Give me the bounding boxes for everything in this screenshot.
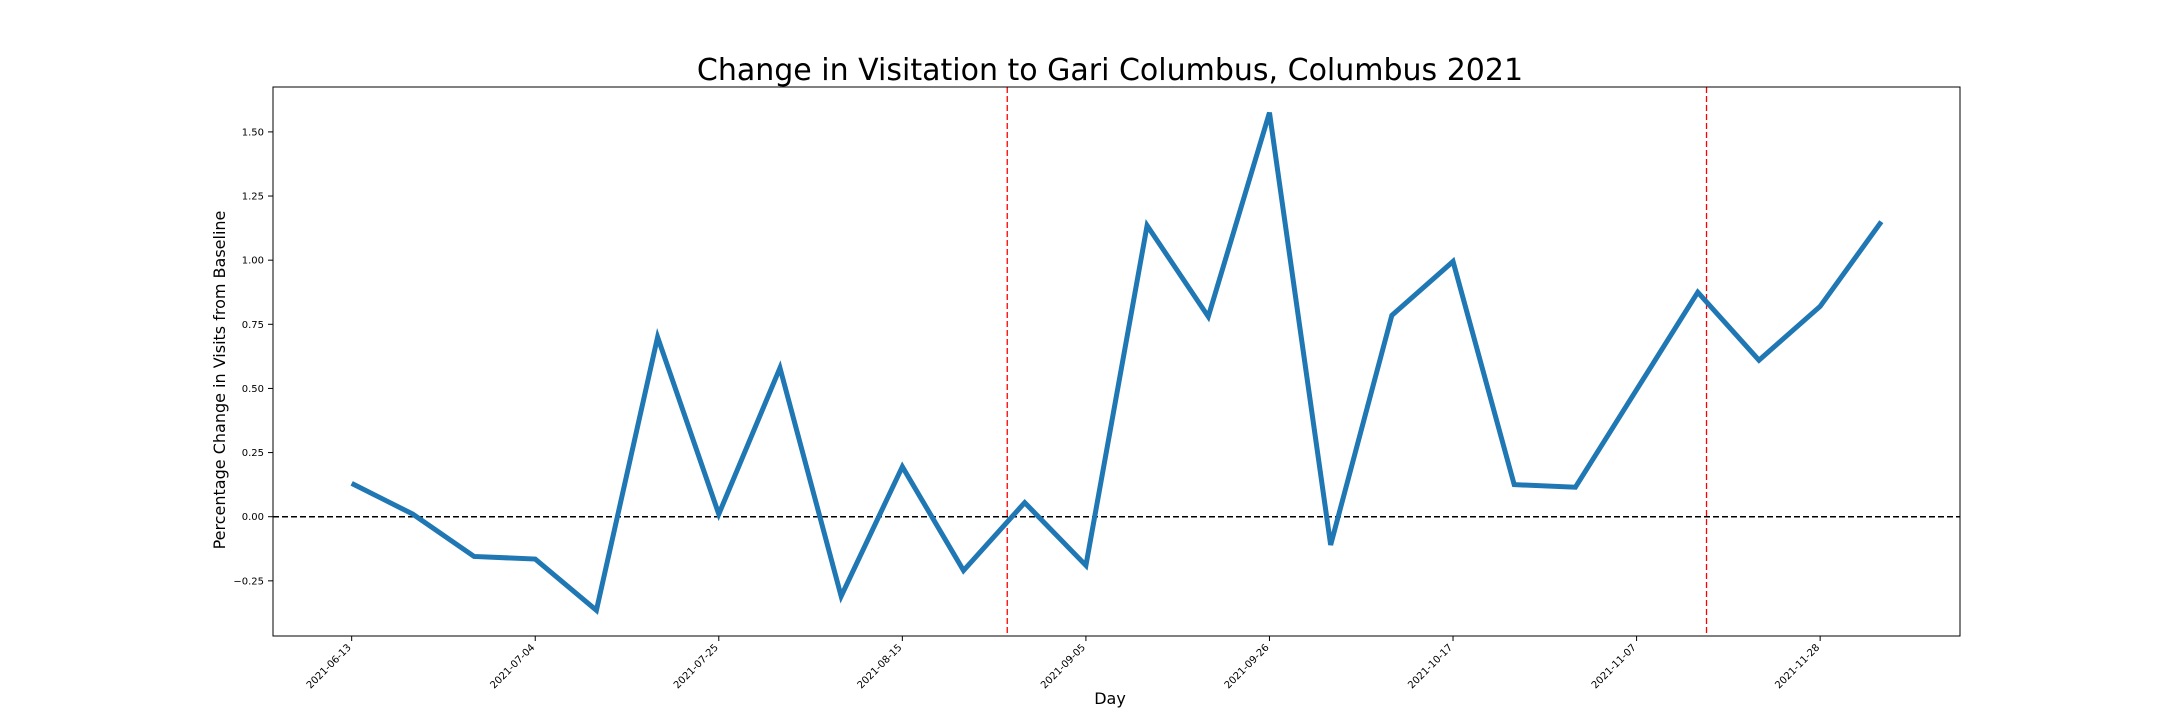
plot-frame [272,86,1961,637]
y-tick-label: 1.00 [242,256,264,267]
x-tick-label: 2021-11-07 [1590,642,1639,691]
series-points [351,112,1882,611]
x-tick-label: 2021-08-15 [856,642,905,691]
x-tick-label: 2021-11-28 [1773,642,1822,691]
y-tick-label: 0.50 [242,384,264,395]
plot-area [273,87,1960,636]
x-tick-label: 2021-10-17 [1406,642,1455,691]
y-tick-label: 0.25 [242,448,264,459]
y-tick-label: 1.50 [242,127,264,138]
y-tick-label: 0.00 [242,512,264,523]
y-tick-label: −0.25 [233,576,264,587]
y-tick-label: 1.25 [242,192,264,203]
x-axis: 2021-06-13 2021-07-04 2021-07-25 2021-08-15… [305,636,1822,691]
x-tick-label: 2021-07-04 [488,642,537,691]
x-axis-label: Day [1094,689,1126,708]
y-tick-label: 0.75 [242,320,264,331]
x-tick-label: 2021-07-25 [672,642,721,691]
x-tick-label: 2021-09-26 [1223,642,1272,691]
y-axis-label: Percentage Change in Visits from Baselin… [210,211,229,550]
chart-title: Change in Visitation to Gari Columbus, C… [697,53,1523,88]
series-line [350,111,1884,615]
x-tick-label: 2021-06-13 [305,642,354,691]
x-tick-label: 2021-09-05 [1039,642,1088,691]
y-axis: −0.25 0.00 0.25 0.50 0.75 1.00 1.25 1.50 [233,127,273,587]
